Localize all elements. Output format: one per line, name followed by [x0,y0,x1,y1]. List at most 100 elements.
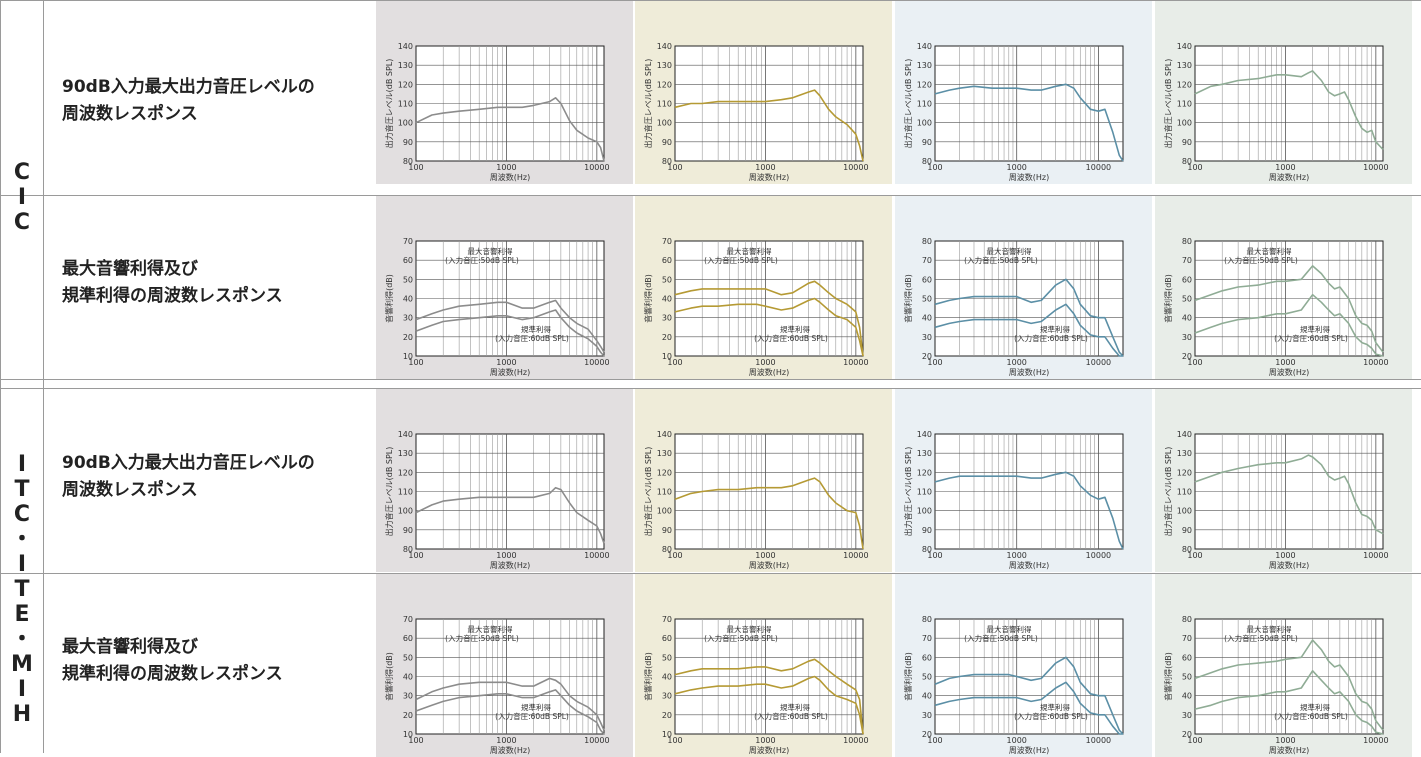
annotation-max-gain-title: 最大音響利得 [987,624,1032,634]
annotation-max-gain-note: (入力音圧:50dB SPL) [445,633,519,643]
y-tick-label: 10 [403,352,413,361]
y-tick-label: 50 [403,275,413,284]
x-tick-label: 100 [408,358,423,367]
chart-svg: 10 20 30 40 50 60 70 100 1000 10000 周波数(Hz) 音響利得(dB… [384,237,610,377]
group-label-cic: C I C [13,160,31,235]
y-tick-label: 60 [922,275,932,284]
chart-svg: 20 30 40 50 60 70 80 100 1000 10000 周波数(Hz) 音響利得(dB… [903,615,1124,755]
y-axis-label: 出力音圧レベル(dB SPL) [903,59,913,149]
annotation-reference-gain-title: 規準利得 [780,702,810,712]
y-tick-label: 120 [917,80,932,89]
y-tick-label: 70 [403,615,413,624]
y-tick-label: 100 [398,119,413,128]
x-tick-label: 10000 [843,736,868,745]
x-axis-label: 周波数(Hz) [1009,745,1049,755]
annotation-reference-gain-title: 規準利得 [1300,702,1330,712]
y-tick-label: 130 [657,61,672,70]
y-axis-label: 音響利得(dB) [1163,274,1173,323]
y-tick-label: 30 [662,314,672,323]
x-tick-label: 100 [408,551,423,560]
y-axis-label: 音響利得(dB) [643,274,653,323]
x-axis-label: 周波数(Hz) [490,560,530,570]
y-tick-label: 90 [1182,138,1192,147]
y-tick-label: 70 [1182,256,1192,265]
chart-svg: 10 20 30 40 50 60 70 100 1000 10000 周波数(Hz) 音響利得(dB… [384,615,610,755]
series-line-max-gain [415,677,605,731]
y-tick-label: 40 [1182,692,1192,701]
chart-svg: 10 20 30 40 50 60 70 100 1000 10000 周波数(Hz) 音響利得(dB… [643,615,869,755]
y-tick-label: 50 [1182,673,1192,682]
y-tick-label: 80 [662,545,672,554]
y-tick-label: 130 [398,449,413,458]
y-tick-label: 90 [662,526,672,535]
annotation-max-gain-title: 最大音響利得 [987,246,1032,256]
y-tick-label: 80 [1182,615,1192,624]
y-tick-label: 130 [917,61,932,70]
annotation-max-gain-title: 最大音響利得 [468,246,513,256]
x-axis-label: 周波数(Hz) [1009,172,1049,182]
annotation-reference-gain-title: 規準利得 [521,702,551,712]
y-tick-label: 110 [917,488,932,497]
series-line-reference-gain [415,309,605,357]
x-tick-label: 1000 [496,358,516,367]
y-tick-label: 20 [1182,352,1192,361]
x-tick-label: 100 [927,163,942,172]
y-tick-label: 40 [1182,314,1192,323]
x-tick-label: 1000 [755,163,775,172]
y-tick-label: 100 [1177,119,1192,128]
table-border-left [0,0,1,753]
y-tick-label: 120 [917,468,932,477]
y-tick-label: 110 [657,100,672,109]
y-tick-label: 80 [1182,237,1192,246]
x-tick-label: 100 [1187,551,1202,560]
y-tick-label: 140 [657,42,672,51]
y-tick-label: 20 [403,333,413,342]
annotation-max-gain-title: 最大音響利得 [727,246,772,256]
series-line-max-gain [934,656,1124,735]
y-tick-label: 70 [922,634,932,643]
y-tick-label: 120 [657,80,672,89]
annotation-max-gain-title: 最大音響利得 [1247,624,1292,634]
x-tick-label: 10000 [1363,551,1388,560]
x-tick-label: 1000 [1275,163,1295,172]
y-tick-label: 120 [398,468,413,477]
annotation-reference-gain-note: (入力音圧:60dB SPL) [754,711,828,721]
annotation-max-gain-note: (入力音圧:50dB SPL) [1224,633,1298,643]
y-tick-label: 50 [922,295,932,304]
chart-svg: 80 90 100 110 120 130 140 100 1000 10000 周波数(Hz) 出力… [643,42,869,182]
y-tick-label: 30 [662,692,672,701]
annotation-max-gain-note: (入力音圧:50dB SPL) [964,633,1038,643]
x-tick-label: 100 [1187,736,1202,745]
x-tick-label: 10000 [584,736,609,745]
annotation-reference-gain-note: (入力音圧:60dB SPL) [1014,711,1088,721]
annotation-max-gain-title: 最大音響利得 [727,624,772,634]
y-tick-label: 60 [403,634,413,643]
y-tick-label: 40 [662,295,672,304]
series-line-max-gain [934,471,1124,550]
y-axis-label: 音響利得(dB) [643,652,653,701]
y-tick-label: 40 [403,295,413,304]
annotation-max-gain-note: (入力音圧:50dB SPL) [445,255,519,265]
y-tick-label: 90 [922,138,932,147]
y-axis-label: 出力音圧レベル(dB SPL) [384,447,394,537]
series-line-max-gain [674,477,864,550]
y-tick-label: 40 [403,673,413,682]
y-axis-label: 出力音圧レベル(dB SPL) [903,447,913,537]
chart-panel: 20 30 40 50 60 70 80 100 1000 10000 周波数(Hz) 音響利得(dB… [895,574,1152,757]
annotation-reference-gain-note: (入力音圧:60dB SPL) [495,333,569,343]
x-tick-label: 1000 [1007,551,1027,560]
x-axis-label: 周波数(Hz) [490,172,530,182]
group-divider-bottom [0,388,1421,389]
y-tick-label: 100 [917,507,932,516]
x-axis-label: 周波数(Hz) [749,367,789,377]
chart-panel: 80 90 100 110 120 130 140 100 1000 10000 周波数(Hz) 出力… [1155,389,1412,572]
chart-panel: 80 90 100 110 120 130 140 100 1000 10000 周波数(Hz) 出力… [376,1,633,184]
y-tick-label: 40 [922,314,932,323]
chart-panel: 10 20 30 40 50 60 70 100 1000 10000 周波数(Hz) 音響利得(dB… [376,196,633,379]
y-axis-label: 出力音圧レベル(dB SPL) [1163,59,1173,149]
y-tick-label: 130 [1177,61,1192,70]
chart-panel: 80 90 100 110 120 130 140 100 1000 10000 周波数(Hz) 出力… [635,389,892,572]
y-tick-label: 50 [662,653,672,662]
x-tick-label: 10000 [1086,163,1111,172]
y-tick-label: 30 [922,711,932,720]
